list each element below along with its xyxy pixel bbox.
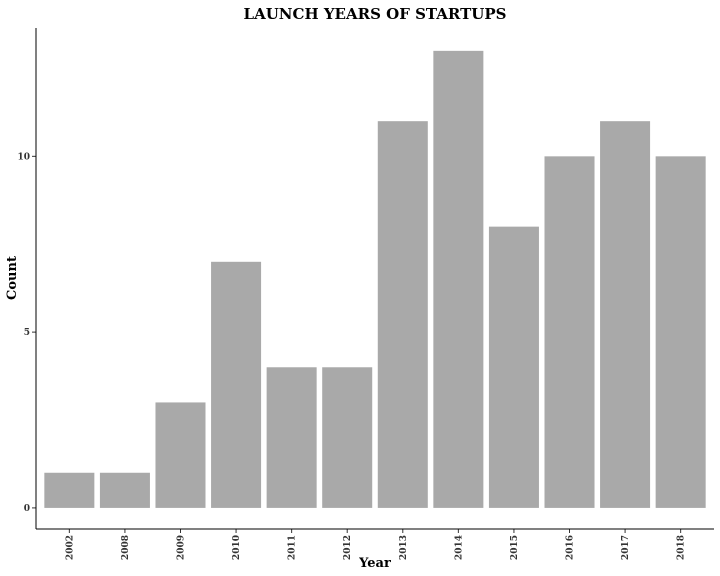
x-tick-label: 2018 [677, 535, 687, 560]
x-tick-label: 2014 [454, 535, 464, 560]
bar-2015 [488, 226, 539, 508]
bar-2014 [433, 50, 484, 508]
x-axis-title: Year [358, 556, 391, 571]
bar-2011 [266, 367, 317, 508]
y-axis-ticks: 0 5 10 [17, 152, 36, 514]
x-tick-label: 2010 [232, 535, 242, 560]
chart-title: LAUNCH YEARS OF STARTUPS [244, 5, 507, 23]
bar-2016 [544, 156, 595, 508]
y-tick-label: 10 [17, 152, 30, 162]
x-tick-label: 2012 [343, 535, 353, 560]
bar-2002 [44, 472, 95, 508]
bar-2008 [99, 472, 150, 508]
x-tick-label: 2016 [566, 535, 576, 560]
x-tick-label: 2015 [510, 535, 520, 560]
y-axis-title: Count [5, 256, 20, 300]
x-axis-ticks: 2002 2008 2009 2010 2011 2012 2013 2014 2015 2016… [65, 529, 687, 560]
bar-2013 [377, 121, 428, 508]
x-tick-label: 2017 [621, 535, 631, 560]
bar-2017 [600, 121, 651, 508]
bar-2010 [211, 261, 262, 508]
bar-2018 [655, 156, 706, 508]
bars-group [44, 50, 706, 508]
bar-2012 [322, 367, 373, 508]
x-tick-label: 2011 [288, 535, 298, 560]
y-tick-label: 5 [24, 328, 30, 338]
y-tick-label: 0 [24, 504, 30, 514]
bar-2009 [155, 402, 206, 508]
x-tick-label: 2013 [399, 535, 409, 560]
x-tick-label: 2008 [121, 535, 131, 560]
x-tick-label: 2009 [176, 535, 186, 560]
x-tick-label: 2002 [65, 535, 75, 560]
